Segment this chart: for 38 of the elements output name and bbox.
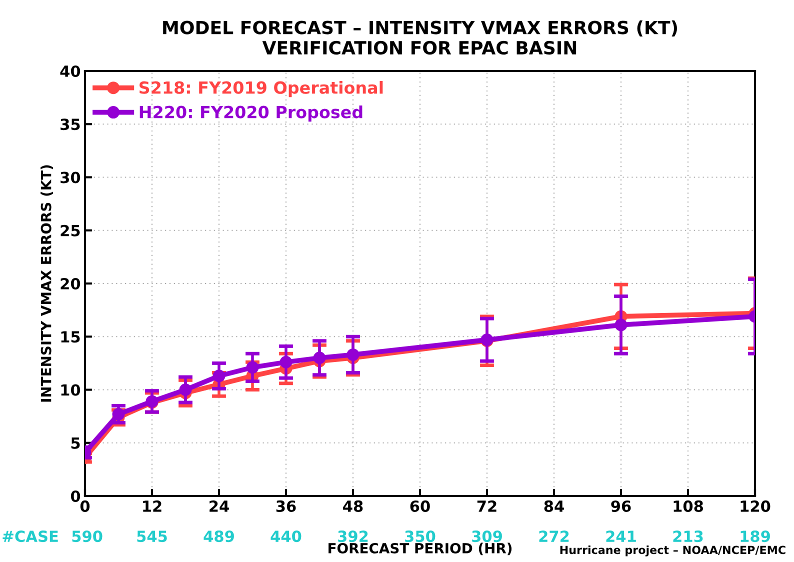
x-tick-label: 60	[410, 500, 430, 512]
text: Hurricane project – NOAA/NCEP/EMC	[560, 546, 786, 556]
y-tick-label: 10	[61, 384, 80, 396]
text: 440	[270, 530, 302, 542]
y-tick-label: 0	[70, 490, 80, 502]
legend-label: H220: FY2020 Proposed	[140, 105, 362, 122]
x-tick-label: 84	[544, 500, 564, 512]
chart-title: MODEL FORECAST – INTENSITY VMAX ERRORS (KT) VERIFICATION FOR EPAC BASIN	[163, 20, 677, 55]
x-tick-label: 36	[276, 500, 296, 512]
text: 545	[137, 530, 167, 542]
y-tick-label: 30	[60, 172, 80, 184]
legend-label: S218: FY2019 Operational	[140, 81, 383, 98]
y-axis-title: INTENSITY VMAX ERRORS (KT)	[40, 165, 53, 402]
y-tick-label: 15	[61, 331, 80, 343]
text: 189	[740, 530, 770, 542]
x-tick-label: 48	[343, 500, 363, 512]
text: 272	[539, 530, 569, 542]
y-tick-label: 35	[60, 118, 80, 130]
x-axis-title: FORECAST PERIOD (HR)	[328, 542, 512, 556]
x-tick-label: 0	[80, 500, 90, 512]
text: 213	[673, 530, 703, 542]
text: 241	[606, 530, 636, 542]
text: 392	[338, 530, 368, 542]
x-tick-label: 96	[611, 500, 631, 512]
x-tick-label: 12	[143, 500, 162, 512]
text: #CASE	[2, 530, 58, 542]
x-tick-label: 120	[740, 500, 770, 512]
y-tick-label: 40	[60, 65, 80, 78]
text: 590	[72, 530, 102, 542]
text: 309	[472, 530, 502, 542]
x-tick-label: 108	[674, 500, 703, 512]
y-tick-label: 25	[60, 224, 80, 236]
text: 489	[204, 530, 234, 542]
text: 350	[405, 530, 436, 542]
y-tick-label: 20	[60, 278, 80, 290]
y-tick-label: 5	[71, 438, 80, 449]
x-tick-label: 72	[477, 500, 496, 512]
x-tick-label: 24	[210, 500, 229, 512]
